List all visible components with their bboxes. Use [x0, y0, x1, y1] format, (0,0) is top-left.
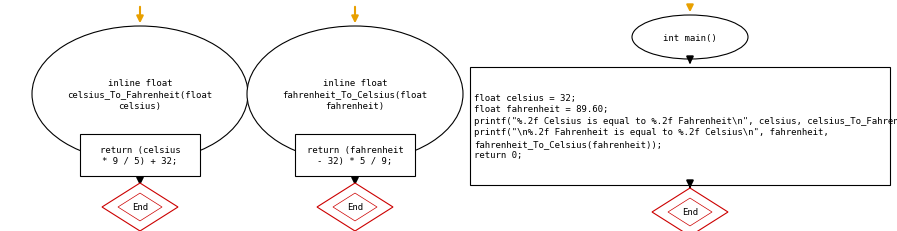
Text: float celsius = 32;
float fahrenheit = 89.60;
printf("%.2f Celsius is equal to %: float celsius = 32; float fahrenheit = 8…	[474, 94, 897, 159]
Bar	[80, 134, 200, 176]
Ellipse shape	[632, 16, 748, 60]
Bar	[295, 134, 415, 176]
Text: End: End	[682, 208, 698, 217]
Polygon shape	[652, 188, 728, 231]
Text: End: End	[132, 203, 148, 212]
Polygon shape	[102, 183, 178, 231]
Text: return (celsius
* 9 / 5) + 32;: return (celsius * 9 / 5) + 32;	[100, 145, 180, 165]
Text: inline float
fahrenheit_To_Celsius(float
fahrenheit): inline float fahrenheit_To_Celsius(float…	[283, 79, 428, 110]
Text: int main(): int main()	[663, 33, 717, 42]
Bar	[470, 68, 890, 185]
Polygon shape	[317, 183, 393, 231]
Text: End: End	[347, 203, 363, 212]
Ellipse shape	[32, 27, 248, 162]
Ellipse shape	[247, 27, 463, 162]
Text: inline float
celsius_To_Fahrenheit(float
celsius): inline float celsius_To_Fahrenheit(float…	[67, 79, 213, 110]
Text: return (fahrenheit
- 32) * 5 / 9;: return (fahrenheit - 32) * 5 / 9;	[307, 145, 404, 165]
